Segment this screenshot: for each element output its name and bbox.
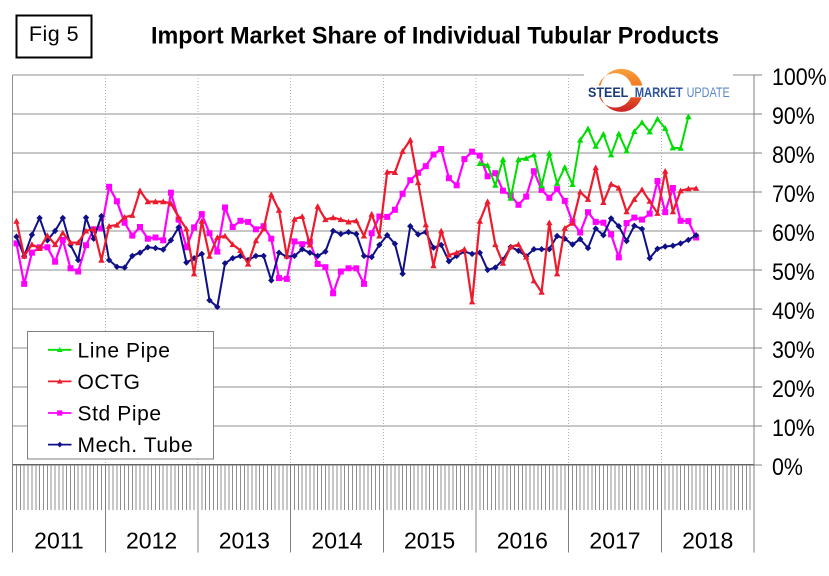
svg-text:Line Pipe: Line Pipe: [78, 339, 171, 362]
svg-text:STEEL: STEEL: [588, 84, 629, 100]
svg-text:2016: 2016: [497, 528, 548, 554]
svg-text:60%: 60%: [772, 220, 815, 247]
svg-text:100%: 100%: [772, 64, 827, 91]
svg-text:MARKET: MARKET: [635, 84, 683, 100]
svg-text:2017: 2017: [589, 528, 640, 554]
svg-text:0%: 0%: [772, 454, 803, 481]
svg-text:2018: 2018: [682, 528, 733, 554]
svg-text:80%: 80%: [772, 142, 815, 169]
svg-text:OCTG: OCTG: [78, 371, 141, 394]
svg-text:2013: 2013: [219, 528, 270, 554]
svg-text:50%: 50%: [772, 259, 815, 286]
svg-text:2014: 2014: [311, 528, 362, 554]
svg-text:90%: 90%: [772, 103, 815, 130]
svg-text:2012: 2012: [126, 528, 177, 554]
svg-text:2015: 2015: [404, 528, 455, 554]
svg-text:40%: 40%: [772, 298, 815, 325]
svg-text:10%: 10%: [772, 415, 815, 442]
svg-text:Fig 5: Fig 5: [29, 22, 79, 46]
svg-text:20%: 20%: [772, 376, 815, 403]
svg-text:Import Market Share of Individ: Import Market Share of Individual Tubula…: [151, 23, 719, 50]
svg-text:70%: 70%: [772, 181, 815, 208]
svg-text:Std Pipe: Std Pipe: [78, 403, 162, 426]
svg-text:30%: 30%: [772, 337, 815, 364]
svg-text:UPDATE: UPDATE: [687, 84, 730, 100]
svg-text:2011: 2011: [34, 528, 83, 554]
svg-text:Mech. Tube: Mech. Tube: [78, 434, 194, 457]
